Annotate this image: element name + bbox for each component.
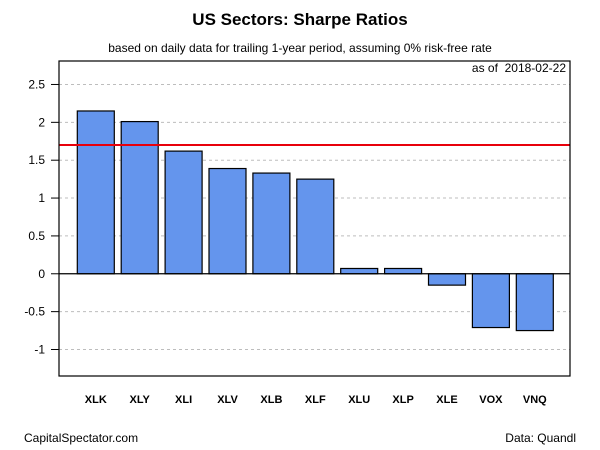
footer-source-site: CapitalSpectator.com xyxy=(24,431,138,445)
bar-xlk xyxy=(76,110,115,275)
x-tick-label: XLV xyxy=(217,394,238,406)
bar-xlv xyxy=(208,167,247,275)
y-tick-label: 0.5 xyxy=(28,229,45,243)
chart-subtitle: based on daily data for trailing 1-year … xyxy=(108,41,492,55)
y-axis: -1 -0.5 0 0.5 1 1.5 2 2.5 xyxy=(24,77,59,356)
x-tick-label: XLF xyxy=(305,394,326,406)
plot-frame xyxy=(58,60,571,377)
as-of-annotation: as of 2018-02-22 xyxy=(472,61,566,75)
y-tick-label: 2 xyxy=(38,115,45,129)
x-tick-label: XLU xyxy=(348,394,370,406)
bar-vnq xyxy=(515,273,554,332)
y-tick-label: 2.5 xyxy=(28,77,45,91)
x-tick-label: XLP xyxy=(392,394,413,406)
footer-data-credit: Data: Quandl xyxy=(505,431,576,445)
chart-title: US Sectors: Sharpe Ratios xyxy=(192,10,407,29)
bars xyxy=(76,110,554,332)
y-tick-label: 1 xyxy=(38,191,45,205)
y-tick-label: -1 xyxy=(34,342,45,356)
x-tick-label: XLB xyxy=(260,394,282,406)
x-tick-label: XLY xyxy=(130,394,151,406)
bar-xlu xyxy=(340,267,379,275)
x-tick-label: VOX xyxy=(479,394,503,406)
bar-xlb xyxy=(252,172,291,275)
y-tick-label: 0 xyxy=(38,267,45,281)
x-tick-label: XLE xyxy=(436,394,457,406)
bar-xlp xyxy=(384,267,423,275)
x-tick-label: XLK xyxy=(85,394,107,406)
bar-vox xyxy=(471,273,510,329)
bar-xli xyxy=(164,150,203,275)
bar-xle xyxy=(427,273,467,286)
x-tick-label: XLI xyxy=(175,394,192,406)
y-tick-label: -0.5 xyxy=(24,305,45,319)
bar-xlf xyxy=(296,178,335,275)
y-tick-label: 1.5 xyxy=(28,153,45,167)
bar-xly xyxy=(120,120,159,275)
x-tick-label: VNQ xyxy=(523,394,547,406)
x-axis: XLK XLY XLI XLV XLB XLF XLU XLP XLE VOX VNQ xyxy=(85,394,547,406)
